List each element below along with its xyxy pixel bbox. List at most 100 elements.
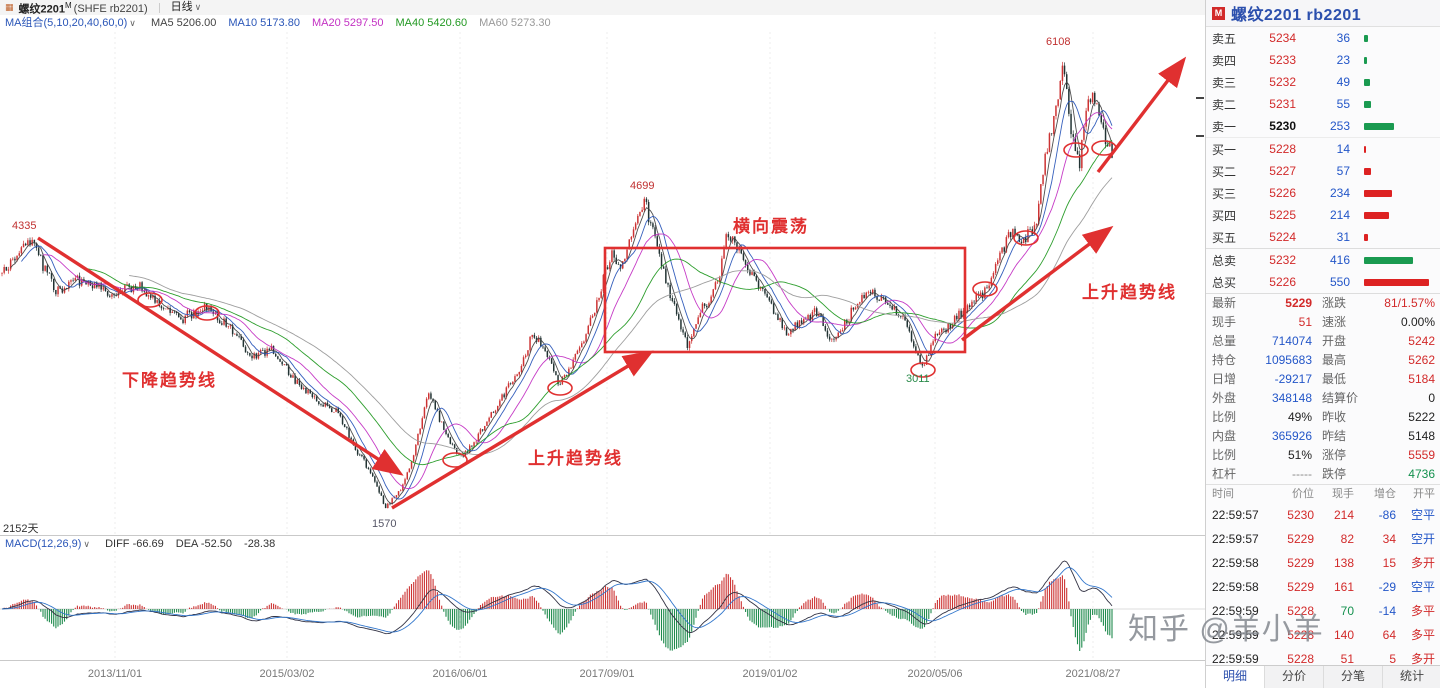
trend-annotation-label: 横向震荡 xyxy=(733,217,809,236)
panel-tabs: 明细 分价 分笔 统计 xyxy=(1206,665,1440,688)
macd-indicator-header: MACD(12,26,9) ∨ DIFF -66.69 DEA -52.50 -28.… xyxy=(0,535,1205,552)
quote-panel: M 螺纹2201 rb2201 卖五 5234 36 卖四 5233 23 卖三 5232 49… xyxy=(1205,0,1440,688)
price-extreme-label: 3011 xyxy=(906,373,930,385)
stat-value: 5262 xyxy=(1408,353,1435,367)
main-contract-marker: M xyxy=(65,0,72,10)
ma-value: MA40 5420.60 xyxy=(395,17,468,29)
depth-bar xyxy=(1350,256,1435,264)
ask-row[interactable]: 卖五 5234 36 xyxy=(1206,27,1440,49)
date-tick: 2020/05/06 xyxy=(907,668,963,680)
stat-value: 5242 xyxy=(1408,334,1435,348)
trade-list-header: 时间 价位 现手 增仓 开平 xyxy=(1206,484,1440,503)
stat-value: 5184 xyxy=(1408,372,1435,386)
quote-panel-title: 螺纹2201 rb2201 xyxy=(1231,7,1362,24)
stat-row: 日增 -29217 最低 5184 xyxy=(1206,370,1440,389)
period-dropdown[interactable]: 日线 ∨ xyxy=(170,1,202,13)
macd-chart-area[interactable] xyxy=(0,551,1205,660)
ask-row[interactable]: 卖四 5233 23 xyxy=(1206,49,1440,71)
ask-row[interactable]: 卖一 5230 253 xyxy=(1206,115,1440,137)
ma-indicator-header: MA组合(5,10,20,40,60,0) ∨ MA5 5206.00 MA10 5… xyxy=(0,15,1205,32)
bid-row[interactable]: 买四 5225 214 xyxy=(1206,204,1440,226)
chevron-down-icon: ∨ xyxy=(129,18,136,28)
depth-bar xyxy=(1350,211,1435,219)
instrument-icon: ▦ xyxy=(5,2,14,12)
chart-symbol: 螺纹2201M (SHFE rb2201) xyxy=(18,0,148,16)
quote-stats: 最新 5229 涨跌 81/1.57% 现手 51 速涨 0.00% 总量 714074 开盘 524… xyxy=(1206,294,1440,484)
stat-row: 比例 51% 涨停 5559 xyxy=(1206,446,1440,465)
depth-bar xyxy=(1350,145,1435,153)
stat-value: 51% xyxy=(1287,448,1312,462)
stat-value: 5229 xyxy=(1285,296,1312,310)
stat-value: 348148 xyxy=(1271,391,1312,405)
stat-value: 1095683 xyxy=(1265,353,1312,367)
date-tick: 2016/06/01 xyxy=(432,668,488,680)
tab-detail[interactable]: 明细 xyxy=(1206,666,1265,688)
stat-value: 81/1.57% xyxy=(1384,296,1435,310)
date-tick: 2021/08/27 xyxy=(1065,668,1121,680)
stat-value: ----- xyxy=(1292,467,1312,481)
trade-row[interactable]: 22:59:58 5229 138 15 多开 xyxy=(1212,556,1435,570)
price-extreme-label: 6108 xyxy=(1046,36,1071,48)
ask-row[interactable]: 卖二 5231 55 xyxy=(1206,93,1440,115)
price-extreme-label: 4699 xyxy=(630,180,655,192)
macd-values: DIFF -66.69 DEA -52.50 -28.38 xyxy=(93,538,275,550)
depth-bar xyxy=(1350,167,1435,175)
ma-settings-dropdown[interactable]: MA组合(5,10,20,40,60,0) ∨ xyxy=(5,17,136,29)
stat-row: 杠杆 ----- 跌停 4736 xyxy=(1206,465,1440,484)
date-tick: 2015/03/02 xyxy=(259,668,315,680)
trade-row[interactable]: 22:59:57 5230 214 -86 空平 xyxy=(1212,508,1435,522)
date-tick: 2019/01/02 xyxy=(742,668,798,680)
trend-annotation-label: 上升趋势线 xyxy=(528,449,623,468)
main-contract-badge: M xyxy=(1212,6,1225,20)
date-axis: 2013/11/01 2015/03/02 2016/06/01 2017/09/01… xyxy=(0,660,1205,689)
total-bid-row[interactable]: 总买 5226 550 xyxy=(1206,271,1440,293)
bid-row[interactable]: 买五 5224 31 xyxy=(1206,226,1440,248)
order-book-totals: 总卖 5232 416 总买 5226 550 xyxy=(1206,248,1440,294)
tab-statistics[interactable]: 统计 xyxy=(1399,669,1424,683)
total-ask-row[interactable]: 总卖 5232 416 xyxy=(1206,249,1440,271)
chevron-down-icon: ∨ xyxy=(194,2,202,12)
trade-row[interactable]: 22:59:59 5228 51 5 多开 xyxy=(1212,652,1435,666)
macd-settings-dropdown[interactable]: MACD(12,26,9) ∨ xyxy=(5,538,91,550)
date-tick: 2013/11/01 xyxy=(87,668,143,680)
price-extreme-label: 1570 xyxy=(372,518,397,530)
bid-row[interactable]: 买三 5226 234 xyxy=(1206,182,1440,204)
stat-value: 0.00% xyxy=(1400,315,1435,329)
macd-value: DIFF -66.69 xyxy=(105,538,164,550)
ask-row[interactable]: 卖三 5232 49 xyxy=(1206,71,1440,93)
stat-row: 现手 51 速涨 0.00% xyxy=(1206,313,1440,332)
stat-value: 365926 xyxy=(1271,429,1312,443)
stat-value: 5222 xyxy=(1408,410,1435,424)
ma-value: MA20 5297.50 xyxy=(311,17,384,29)
ma-value: MA60 5273.30 xyxy=(479,17,551,29)
trade-row[interactable]: 22:59:57 5229 82 34 空开 xyxy=(1212,532,1435,546)
tab-by-price[interactable]: 分价 xyxy=(1265,666,1324,688)
trend-annotation-label: 下降趋势线 xyxy=(122,371,217,390)
stat-value: 714074 xyxy=(1271,334,1312,348)
ma-values: MA5 5206.00 MA10 5173.80 MA20 5297.50 MA40 … xyxy=(139,17,551,29)
trend-annotation-label: 上升趋势线 xyxy=(1082,283,1177,302)
divider xyxy=(158,2,160,13)
ma-value: MA10 5173.80 xyxy=(228,17,300,29)
chart-titlebar: ▦ 螺纹2201M (SHFE rb2201) 日线 ∨ xyxy=(0,0,1205,16)
bid-row[interactable]: 买一 5228 14 xyxy=(1206,137,1440,160)
stat-value: -29217 xyxy=(1274,372,1312,386)
watermark: 知乎 @羊小羊 xyxy=(1128,613,1324,646)
trade-row[interactable]: 22:59:59 5228 140 64 多平 xyxy=(1212,628,1435,642)
stat-row: 持仓 1095683 最高 5262 xyxy=(1206,351,1440,370)
macd-chart[interactable] xyxy=(0,551,1205,660)
trade-row[interactable]: 22:59:58 5229 161 -29 空平 xyxy=(1212,580,1435,594)
tab-by-tick[interactable]: 分笔 xyxy=(1324,666,1383,688)
depth-bar xyxy=(1350,56,1435,64)
date-tick: 2017/09/01 xyxy=(579,668,635,680)
depth-bar xyxy=(1350,78,1435,86)
trade-list: 时间 价位 现手 增仓 开平 22:59:57 5230 214 -86 空平 22:59:57 52… xyxy=(1206,484,1440,671)
depth-bar xyxy=(1350,278,1435,286)
stat-row: 外盘 348148 结算价 0 xyxy=(1206,389,1440,408)
stat-value: 51 xyxy=(1298,315,1312,329)
candlestick-chart-area[interactable]: 下降趋势线 上升趋势线 横向震荡 上升趋势线 4335 4699 6108 1570 3011 xyxy=(0,32,1205,535)
bid-row[interactable]: 买二 5227 57 xyxy=(1206,160,1440,182)
trade-row[interactable]: 22:59:59 5228 70 -14 多平 xyxy=(1212,604,1435,618)
stat-value: 0 xyxy=(1428,391,1435,405)
stat-value: 49% xyxy=(1287,410,1312,424)
